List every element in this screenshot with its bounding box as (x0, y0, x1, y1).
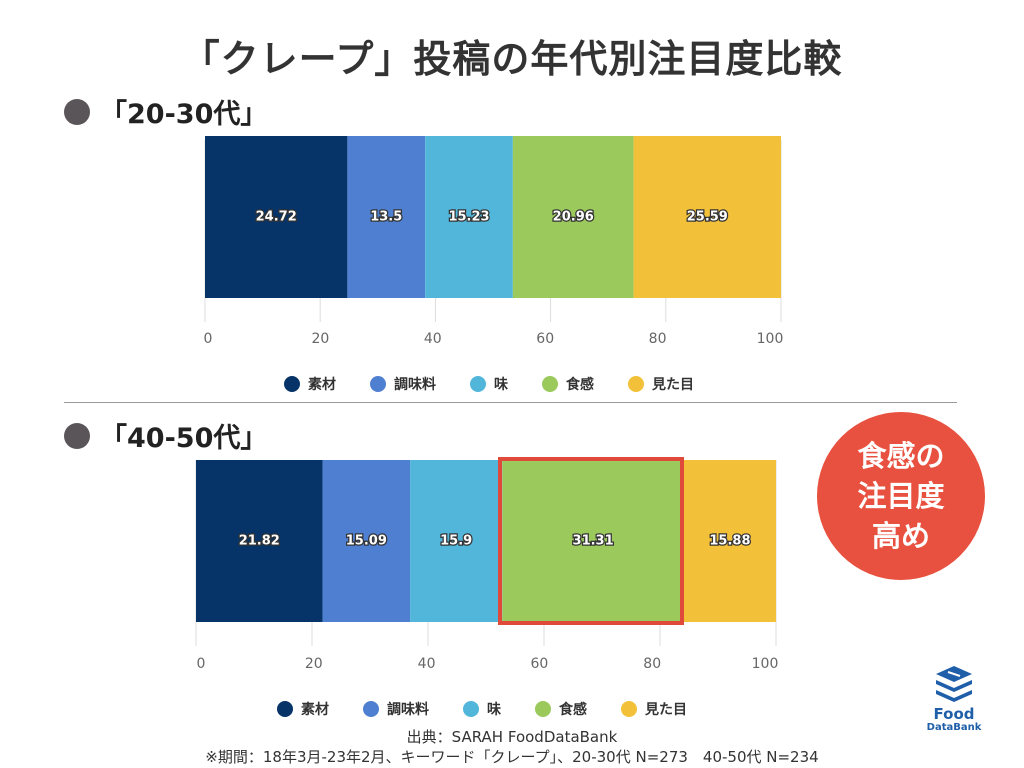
callout-line: 高め (871, 519, 930, 553)
legend-40-50: 素材 調味料 味 食感 見た目 (277, 699, 687, 719)
legend-item-sozai: 素材 (284, 374, 336, 394)
bar-value-label: 15.88 (709, 534, 750, 549)
x-tick-label: 100 (752, 656, 779, 672)
legend-label: 食感 (559, 702, 587, 718)
logo-food-text: Food (933, 705, 975, 723)
x-tick-label: 60 (536, 331, 554, 347)
legend-label: 見た目 (652, 377, 694, 393)
legend-swatch-icon (470, 376, 486, 392)
x-tick-label: 40 (424, 331, 442, 347)
bar-value-label: 15.9 (440, 534, 472, 549)
legend-swatch-icon (542, 376, 558, 392)
bar-segment-4 (502, 460, 684, 622)
legend-swatch-icon (535, 701, 551, 717)
bar-segment-3 (410, 460, 503, 622)
section-heading-label: 「20-30代」 (100, 99, 268, 130)
bar-value-label: 31.31 (573, 534, 614, 549)
bar-segment-4 (512, 136, 634, 298)
legend-label: 調味料 (394, 377, 436, 393)
bullet-dot-icon (64, 98, 90, 125)
legend-label: 見た目 (645, 702, 687, 718)
legend-item-chomiryo: 調味料 (370, 374, 436, 394)
x-tick-label: 100 (757, 331, 784, 347)
bar-value-label: 24.72 (256, 210, 297, 225)
x-tick-label: 80 (643, 656, 661, 672)
section-divider (64, 402, 957, 403)
legend-20-30: 素材 調味料 味 食感 見た目 (284, 374, 694, 394)
bar-value-label: 25.59 (687, 210, 728, 225)
legend-swatch-icon (621, 701, 637, 717)
legend-item-aji: 味 (463, 699, 501, 719)
highlight-box-shokkan (498, 457, 684, 625)
legend-swatch-icon (277, 701, 293, 717)
bullet-dot-icon (64, 422, 90, 449)
logo-databank-text: DataBank (926, 722, 982, 733)
source-line: 出典：SARAH FoodDataBank (406, 728, 618, 746)
x-tick-label: 80 (649, 331, 667, 347)
callout-line: 食感の (857, 439, 945, 473)
bar-value-label: 13.5 (370, 210, 402, 225)
period-note: ※期間：18年3月-23年2月、キーワード「クレープ」、20-30代 N=273… (205, 748, 819, 766)
legend-item-mitame: 見た目 (621, 699, 687, 719)
food-databank-logo: Food DataBank (918, 664, 990, 734)
bar-segment-5 (683, 460, 776, 622)
callout-line: 注目度 (857, 479, 945, 513)
bar-value-label: 21.82 (239, 534, 280, 549)
stack-logo-icon (936, 666, 972, 702)
legend-label: 食感 (566, 377, 594, 393)
x-tick-label: 60 (530, 656, 548, 672)
x-tick-label: 20 (305, 656, 323, 672)
legend-label: 素材 (301, 702, 329, 718)
bar-segment-3 (425, 136, 513, 298)
x-tick-label: 0 (204, 331, 213, 347)
x-tick-label: 20 (311, 331, 329, 347)
bar-segment-2 (322, 460, 411, 622)
legend-label: 調味料 (387, 702, 429, 718)
section-heading-20-30: 「20-30代」 (64, 92, 267, 131)
page-title: 「クレープ」投稿の年代別注目度比較 (181, 37, 843, 81)
section-heading-40-50: 「40-50代」 (64, 416, 267, 455)
legend-item-sozai: 素材 (277, 699, 329, 719)
x-tick-label: 0 (197, 656, 206, 672)
bar-value-label: 20.96 (553, 210, 594, 225)
legend-label: 味 (494, 377, 508, 393)
bar-value-label: 15.23 (448, 210, 489, 225)
legend-swatch-icon (463, 701, 479, 717)
section-heading-label: 「40-50代」 (100, 423, 268, 454)
bar-segment-5 (633, 136, 781, 298)
bar-segment-1 (205, 136, 348, 298)
bar-segment-2 (347, 136, 426, 298)
legend-item-aji: 味 (470, 374, 508, 394)
legend-swatch-icon (363, 701, 379, 717)
bar-segment-1 (196, 460, 323, 622)
bar-value-label: 15.09 (346, 534, 387, 549)
legend-label: 素材 (308, 377, 336, 393)
callout-badge: 食感の 注目度 高め (817, 412, 985, 580)
legend-item-chomiryo: 調味料 (363, 699, 429, 719)
legend-label: 味 (487, 702, 501, 718)
legend-item-mitame: 見た目 (628, 374, 694, 394)
legend-swatch-icon (628, 376, 644, 392)
legend-swatch-icon (284, 376, 300, 392)
legend-item-shokkan: 食感 (535, 699, 587, 719)
x-tick-label: 40 (418, 656, 436, 672)
legend-swatch-icon (370, 376, 386, 392)
legend-item-shokkan: 食感 (542, 374, 594, 394)
